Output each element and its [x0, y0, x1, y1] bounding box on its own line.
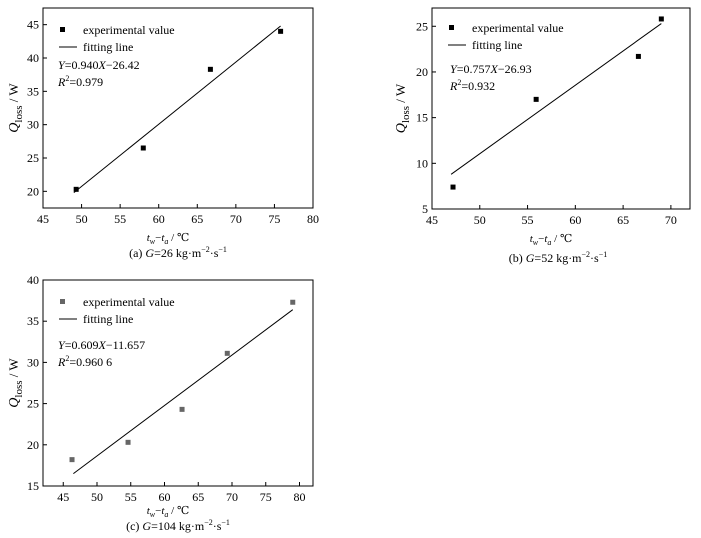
y-tick-label: 40: [27, 51, 39, 65]
plot-frame: [42, 7, 314, 209]
y-tick-label: 25: [416, 19, 428, 33]
x-tick-label: 60: [159, 490, 171, 504]
y-tick-label: 40: [27, 273, 39, 287]
panel-caption: (b) G=52 kg·m−2·s−1: [509, 250, 607, 265]
y-tick-label: 25: [27, 397, 39, 411]
y-tick-label: 30: [27, 355, 39, 369]
data-point: [73, 186, 79, 192]
x-tick-label: 55: [125, 490, 137, 504]
x-axis-label: tw−ta / ℃: [147, 232, 190, 246]
x-tick-label: 65: [192, 490, 204, 504]
data-point: [179, 406, 185, 412]
y-tick-label: 5: [422, 202, 428, 216]
data-point: [658, 16, 664, 22]
data-point: [125, 439, 131, 445]
y-tick-label: 15: [416, 111, 428, 125]
x-tick-label: 80: [294, 490, 306, 504]
legend-label-points: experimental value: [83, 295, 175, 309]
y-tick-label: 20: [27, 184, 39, 198]
y-axis-label: Qloss / W: [6, 358, 25, 408]
r-squared: R2=0.960 6: [57, 354, 112, 369]
y-tick-label: 45: [27, 18, 39, 32]
y-tick-label: 35: [27, 84, 39, 98]
data-point: [207, 66, 213, 72]
x-tick-label: 80: [307, 212, 319, 226]
legend-marker-points: [449, 25, 454, 30]
data-point: [635, 53, 641, 59]
x-tick-label: 45: [37, 212, 49, 226]
fitting-line: [73, 309, 294, 475]
r-squared: R2=0.932: [449, 78, 495, 93]
y-tick-label: 35: [27, 314, 39, 328]
data-point: [278, 28, 284, 34]
chart-panel-2: 45 50 55 60 65 70 75 80 15 20 25 30 35 40 experimental…: [6, 273, 314, 533]
x-axis-label: tw−ta / ℃: [147, 505, 190, 519]
x-tick-label: 70: [665, 213, 677, 227]
fitting-line: [73, 25, 281, 194]
fit-equation: Y=0.940X−26.42: [58, 58, 140, 72]
y-tick-label: 10: [416, 156, 428, 170]
x-tick-label: 50: [91, 490, 103, 504]
data-point: [290, 299, 296, 305]
x-tick-label: 45: [426, 213, 438, 227]
data-point: [224, 350, 230, 356]
fit-equation: Y=0.757X−26.93: [450, 62, 532, 76]
x-tick-label: 50: [76, 212, 88, 226]
data-point: [69, 457, 75, 463]
legend-label-line: fitting line: [472, 38, 522, 52]
legend-marker-points: [60, 299, 65, 304]
data-point: [533, 96, 539, 102]
fit-equation: Y=0.609X−11.657: [58, 338, 145, 352]
x-tick-label: 65: [617, 213, 629, 227]
x-tick-label: 45: [57, 490, 69, 504]
x-tick-label: 60: [153, 212, 165, 226]
legend-label-line: fitting line: [83, 40, 133, 54]
legend-label-points: experimental value: [83, 23, 175, 37]
x-tick-label: 75: [260, 490, 272, 504]
x-tick-label: 65: [191, 212, 203, 226]
plot-frame: [431, 7, 691, 210]
data-point: [140, 145, 146, 151]
y-tick-label: 25: [27, 151, 39, 165]
plot-frame: [42, 279, 314, 487]
x-tick-label: 50: [474, 213, 486, 227]
y-tick-label: 20: [416, 65, 428, 79]
legend-label-line: fitting line: [83, 312, 133, 326]
x-tick-label: 70: [226, 490, 238, 504]
y-tick-label: 15: [27, 479, 39, 493]
y-axis-label: Qloss / W: [393, 83, 412, 133]
y-tick-label: 20: [27, 438, 39, 452]
r-squared: R2=0.979: [57, 74, 103, 89]
chart-panel-1: 45 50 55 60 65 70 5 10 15 20 25 experimental value f…: [393, 7, 691, 265]
fitting-line: [450, 23, 662, 175]
x-tick-label: 70: [230, 212, 242, 226]
data-point: [450, 184, 456, 190]
chart-panel-0: 45 50 55 60 65 70 75 80 20 25 30 35 40 45 experimental…: [6, 7, 319, 260]
x-tick-label: 55: [114, 212, 126, 226]
x-tick-label: 75: [268, 212, 280, 226]
panel-caption: (a) G=26 kg·m−2·s−1: [129, 245, 227, 260]
y-tick-label: 30: [27, 118, 39, 132]
y-axis-label: Qloss / W: [6, 83, 25, 133]
legend-label-points: experimental value: [472, 21, 564, 35]
x-axis-label: tw−ta / ℃: [530, 233, 573, 247]
legend-marker-points: [60, 27, 65, 32]
panel-caption: (c) G=104 kg·m−2·s−1: [126, 518, 230, 533]
x-tick-label: 60: [569, 213, 581, 227]
x-tick-label: 55: [522, 213, 534, 227]
